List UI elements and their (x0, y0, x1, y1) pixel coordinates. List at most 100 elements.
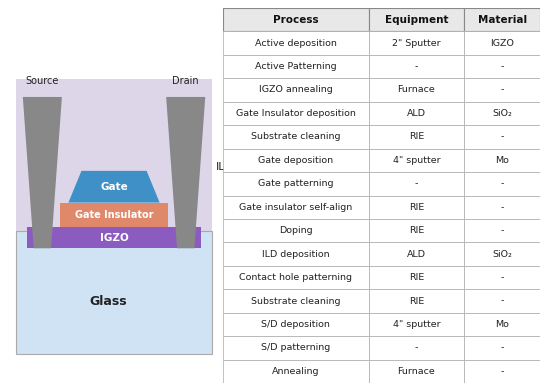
Text: Glass: Glass (90, 294, 128, 308)
Bar (223, 289, 369, 313)
Bar (369, 172, 464, 196)
Bar (369, 196, 464, 219)
Text: -: - (415, 179, 418, 188)
Text: S/D patterning: S/D patterning (261, 343, 330, 353)
Text: Active Patterning: Active Patterning (255, 62, 337, 71)
Text: ILD: ILD (216, 162, 234, 172)
Bar (223, 172, 369, 196)
Text: 4" sputter: 4" sputter (393, 320, 440, 329)
Bar (369, 289, 464, 313)
Text: ALD: ALD (407, 249, 426, 259)
Text: IGZO annealing: IGZO annealing (259, 85, 332, 95)
Text: Substrate cleaning: Substrate cleaning (251, 296, 340, 306)
Text: -: - (501, 343, 504, 353)
Bar (223, 31, 369, 55)
Text: 4" sputter: 4" sputter (393, 156, 440, 165)
Text: -: - (415, 62, 418, 71)
Text: Annealing: Annealing (272, 367, 319, 376)
Bar (223, 102, 369, 125)
Bar (464, 172, 540, 196)
Text: Contact hole patterning: Contact hole patterning (239, 273, 352, 282)
Text: IGZO: IGZO (490, 38, 514, 48)
Polygon shape (23, 97, 62, 248)
Bar (223, 313, 369, 336)
Bar (464, 266, 540, 289)
Bar (369, 313, 464, 336)
Text: Doping: Doping (279, 226, 313, 235)
Text: Gate insulator self-align: Gate insulator self-align (239, 203, 352, 212)
Text: -: - (501, 273, 504, 282)
Text: -: - (501, 296, 504, 306)
Text: Mo: Mo (495, 156, 509, 165)
Text: Source: Source (26, 76, 59, 86)
Text: Gate patterning: Gate patterning (258, 179, 333, 188)
Text: SiO₂: SiO₂ (492, 249, 512, 259)
Text: IGZO: IGZO (100, 233, 128, 243)
Bar (60, 203, 168, 227)
Text: 2" Sputter: 2" Sputter (392, 38, 441, 48)
Text: Active deposition: Active deposition (255, 38, 337, 48)
Bar (27, 227, 201, 248)
Text: -: - (501, 179, 504, 188)
Text: Drain: Drain (172, 76, 199, 86)
Text: -: - (501, 203, 504, 212)
Bar (369, 102, 464, 125)
Bar (369, 336, 464, 360)
Bar (464, 242, 540, 266)
Text: Gate Insulator: Gate Insulator (75, 210, 153, 220)
Bar (223, 242, 369, 266)
Text: RIE: RIE (409, 203, 424, 212)
Text: -: - (501, 85, 504, 95)
Bar (464, 313, 540, 336)
Bar (223, 125, 369, 149)
Bar (464, 78, 540, 102)
Bar (16, 79, 212, 238)
Bar (223, 8, 369, 31)
Text: Process: Process (273, 14, 319, 25)
Bar (223, 196, 369, 219)
Bar (369, 78, 464, 102)
Bar (464, 102, 540, 125)
Bar (223, 266, 369, 289)
Bar (464, 149, 540, 172)
Text: Gate Insulator deposition: Gate Insulator deposition (236, 109, 356, 118)
Bar (464, 360, 540, 383)
Bar (369, 360, 464, 383)
Text: Furnace: Furnace (397, 85, 435, 95)
Bar (369, 8, 464, 31)
Text: Substrate cleaning: Substrate cleaning (251, 132, 340, 142)
Text: RIE: RIE (409, 132, 424, 142)
Text: -: - (501, 226, 504, 235)
Bar (369, 242, 464, 266)
Text: S/D deposition: S/D deposition (261, 320, 330, 329)
Text: RIE: RIE (409, 273, 424, 282)
Bar (223, 55, 369, 78)
Bar (464, 125, 540, 149)
Text: -: - (415, 343, 418, 353)
Bar (464, 196, 540, 219)
Bar (369, 149, 464, 172)
Bar (369, 125, 464, 149)
Text: -: - (501, 132, 504, 142)
Text: Equipment: Equipment (384, 14, 448, 25)
Bar (464, 219, 540, 242)
Bar (369, 55, 464, 78)
Bar (223, 360, 369, 383)
Text: Furnace: Furnace (397, 367, 435, 376)
Polygon shape (68, 171, 160, 203)
Text: Mo: Mo (495, 320, 509, 329)
Bar (223, 219, 369, 242)
Text: RIE: RIE (409, 296, 424, 306)
Bar (464, 55, 540, 78)
Bar (223, 149, 369, 172)
Text: -: - (501, 367, 504, 376)
Text: Material: Material (478, 14, 527, 25)
Bar (464, 336, 540, 360)
Bar (369, 219, 464, 242)
Text: SiO₂: SiO₂ (492, 109, 512, 118)
Bar (464, 31, 540, 55)
Bar (464, 289, 540, 313)
Bar (369, 31, 464, 55)
Text: Gate: Gate (100, 182, 128, 192)
Text: -: - (501, 62, 504, 71)
